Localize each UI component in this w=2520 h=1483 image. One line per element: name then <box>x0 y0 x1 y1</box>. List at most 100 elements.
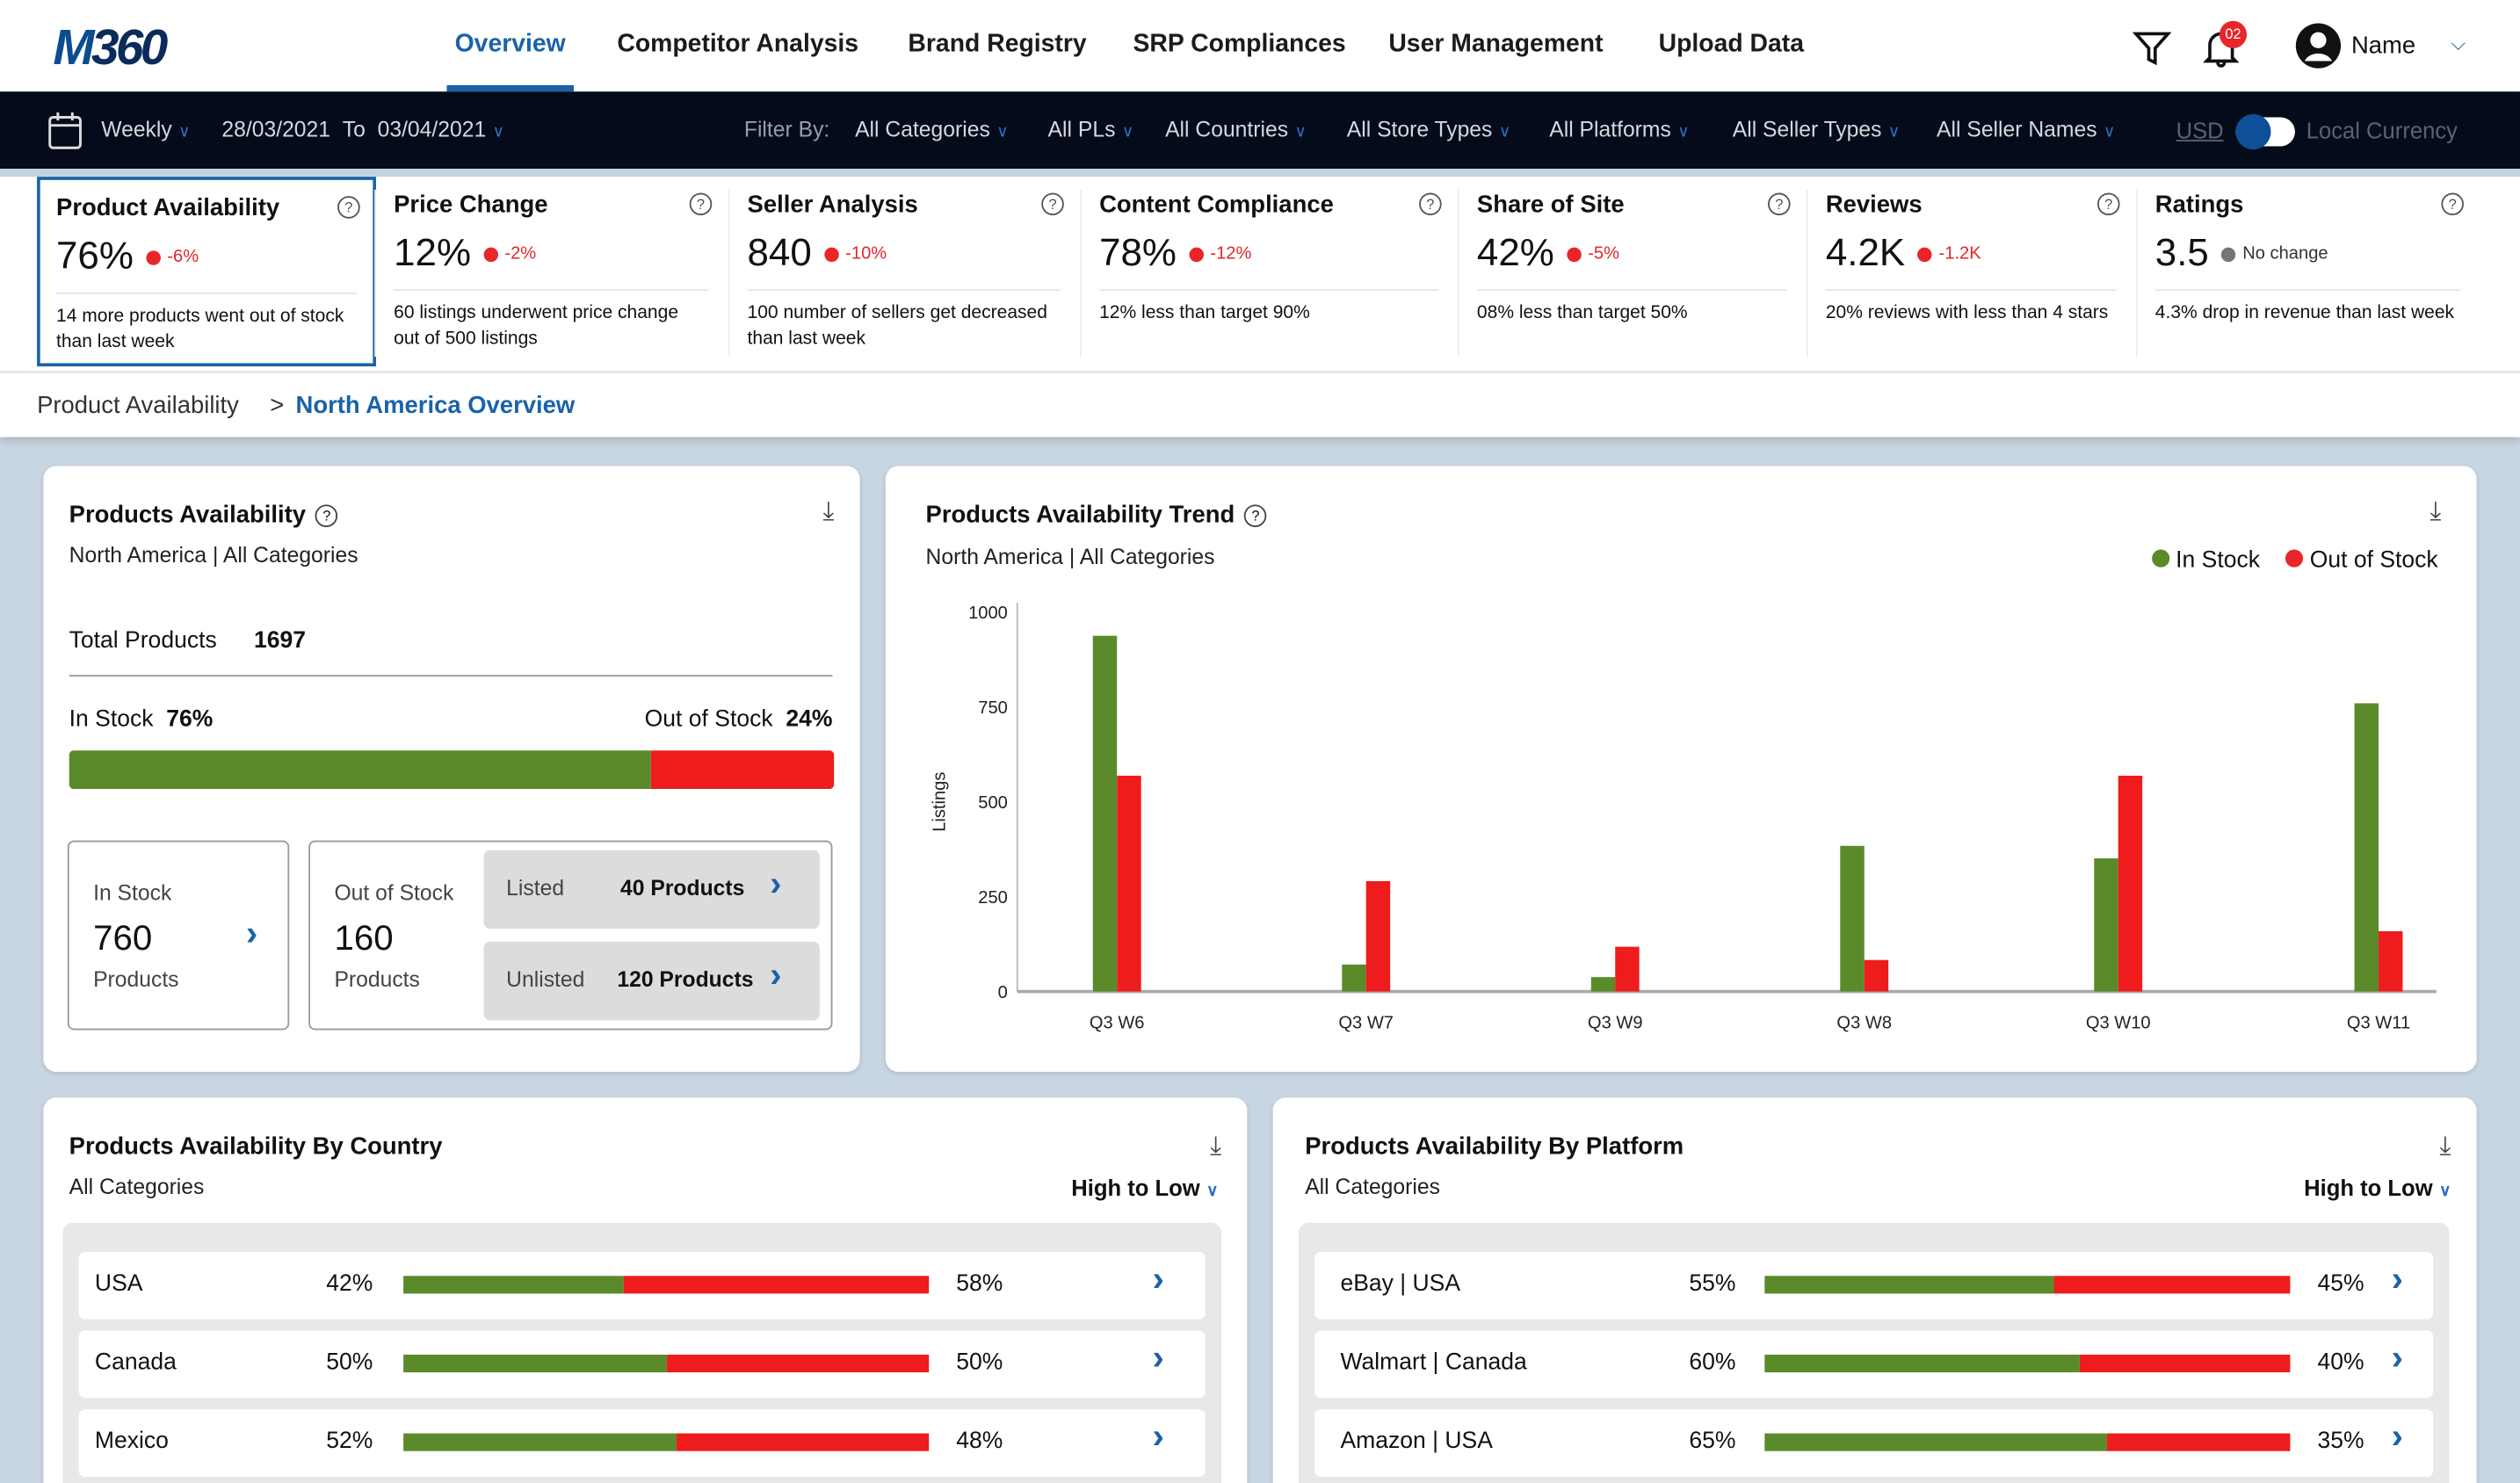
kpi-card-seller-analysis[interactable]: Seller Analysis ? 840 -10% 100 number of… <box>731 177 1076 366</box>
chevron-right-icon[interactable]: › <box>2391 1258 2404 1299</box>
date-from: 28/03/2021 <box>221 117 331 141</box>
filter-countries[interactable]: All Countries ∨ <box>1165 118 1307 141</box>
card-subtitle: North America | All Categories <box>69 543 358 568</box>
filter-icon[interactable] <box>2133 29 2172 68</box>
out-stock-fill <box>2106 1433 2291 1451</box>
availability-by-country-card: Products Availability By Country ⤓ All C… <box>43 1097 1248 1483</box>
help-icon[interactable]: ? <box>1244 504 1267 527</box>
bar-out-of-stock <box>1117 775 1141 992</box>
currency-usd[interactable]: USD <box>2176 117 2224 143</box>
sort-select[interactable]: High to Low ∨ <box>2304 1175 2451 1200</box>
top-header: M360 Overview Competitor Analysis Brand … <box>0 0 2520 92</box>
list-row[interactable]: eBay | USA 55% 45% › <box>1314 1251 2434 1320</box>
divider <box>1099 289 1439 292</box>
out-stock-fill <box>677 1433 930 1451</box>
chevron-down-icon[interactable]: ⌵ <box>2451 32 2466 55</box>
unlisted-label: Unlisted <box>506 967 585 992</box>
filter-label: All Categories <box>855 117 990 141</box>
kpi-card-reviews[interactable]: Reviews ? 4.2K -1.2K 20% reviews with le… <box>1810 177 2133 366</box>
date-range[interactable]: 28/03/2021 To 03/04/2021 ∨ <box>221 118 504 141</box>
currency-local[interactable]: Local Currency <box>2306 117 2458 143</box>
help-icon[interactable]: ? <box>1419 192 1442 216</box>
row-out-pct: 50% <box>956 1349 1003 1376</box>
kpi-delta: -6% <box>146 248 199 267</box>
x-tick-label: Q3 W11 <box>2347 1014 2410 1033</box>
kpi-value: 76% <box>56 235 134 279</box>
user-name[interactable]: Name <box>2350 32 2416 60</box>
list-row[interactable]: Canada 50% 50% › <box>78 1330 1206 1399</box>
kpi-delta: No change <box>2221 244 2328 264</box>
sort-select[interactable]: High to Low ∨ <box>1071 1175 1218 1200</box>
in-stock-fill <box>69 750 651 790</box>
help-icon[interactable]: ? <box>689 192 713 216</box>
list-row[interactable]: Amazon | USA 65% 35% › <box>1314 1409 2434 1477</box>
chevron-right-icon[interactable]: › <box>1152 1336 1164 1378</box>
in-stock-box-label: In Stock <box>93 880 172 905</box>
trend-bar-chart: 0 250 500 750 1000 Listings Q3 W6 Q3 W7 Q3 W9 Q3 … <box>930 602 2437 1033</box>
avatar-icon[interactable] <box>2295 23 2342 69</box>
tab-competitor-analysis[interactable]: Competitor Analysis <box>617 30 859 58</box>
help-icon[interactable]: ? <box>337 196 360 219</box>
download-icon[interactable]: ⤓ <box>1210 1132 1222 1161</box>
in-stock-fill <box>1764 1354 2081 1373</box>
chevron-down-icon: ∨ <box>996 123 1009 141</box>
kpi-card-content-compliance[interactable]: Content Compliance ? 78% -12% 12% less t… <box>1083 177 1455 366</box>
m360-logo[interactable]: M360 <box>53 18 168 76</box>
filter-platforms[interactable]: All Platforms ∨ <box>1549 118 1689 141</box>
row-bar <box>1764 1354 2291 1373</box>
help-icon[interactable]: ? <box>315 504 338 527</box>
tab-upload-data[interactable]: Upload Data <box>1658 30 1805 58</box>
kpi-card-product-availability[interactable]: Product Availability ? 76% -6% 14 more p… <box>37 177 377 367</box>
filter-seller-names[interactable]: All Seller Names ∨ <box>1937 118 2115 141</box>
download-icon[interactable]: ⤓ <box>822 498 835 526</box>
products-availability-card: Products Availability? ⤓ North America |… <box>43 466 860 1072</box>
currency-toggle-knob[interactable] <box>2235 113 2271 150</box>
bar-in-stock <box>1342 964 1366 992</box>
divider <box>0 169 2520 177</box>
kpi-value: 42% <box>1476 231 1554 275</box>
list-row[interactable]: Mexico 52% 48% › <box>78 1409 1206 1477</box>
chevron-right-icon[interactable]: › <box>2391 1336 2404 1378</box>
row-name: eBay | USA <box>1340 1270 1461 1298</box>
status-dot <box>1567 246 1582 262</box>
tab-brand-registry[interactable]: Brand Registry <box>908 30 1087 58</box>
list-row[interactable]: Walmart | Canada 60% 40% › <box>1314 1330 2434 1399</box>
chevron-right-icon[interactable]: › <box>2391 1415 2404 1457</box>
y-axis-label: Listings <box>930 772 949 832</box>
filter-categories[interactable]: All Categories ∨ <box>855 118 1008 141</box>
in-stock-box[interactable]: In Stock 760 Products › <box>67 840 290 1031</box>
help-icon[interactable]: ? <box>2096 192 2120 216</box>
tab-srp-compliances[interactable]: SRP Compliances <box>1133 30 1346 58</box>
filter-store-types[interactable]: All Store Types ∨ <box>1347 118 1510 141</box>
chevron-right-icon[interactable]: › <box>770 954 782 995</box>
bar-out-of-stock <box>1615 946 1640 992</box>
list-row[interactable]: USA 42% 58% › <box>78 1251 1206 1320</box>
period-select[interactable]: Weekly ∨ <box>101 118 190 141</box>
sort-value: High to Low <box>1071 1175 1200 1201</box>
divider <box>56 292 358 294</box>
download-icon[interactable]: ⤓ <box>2439 1132 2451 1161</box>
kpi-card-price-change[interactable]: Price Change ? 12% -2% 60 listings under… <box>378 177 725 366</box>
download-icon[interactable]: ⤓ <box>2429 498 2442 526</box>
filter-label: All Platforms <box>1549 117 1671 141</box>
help-icon[interactable]: ? <box>1041 192 1064 216</box>
chevron-right-icon[interactable]: › <box>1152 1415 1164 1457</box>
help-icon[interactable]: ? <box>1767 192 1791 216</box>
kpi-title: Content Compliance <box>1099 191 1334 219</box>
listed-button[interactable]: Listed 40 Products › <box>483 850 820 930</box>
help-icon[interactable]: ? <box>2441 192 2464 216</box>
chevron-right-icon[interactable]: › <box>770 863 782 903</box>
kpi-card-share-of-site[interactable]: Share of Site ? 42% -5% 08% less than ta… <box>1461 177 1804 366</box>
calendar-icon[interactable] <box>48 112 82 149</box>
chevron-right-icon[interactable]: › <box>1152 1258 1164 1299</box>
row-in-pct: 52% <box>326 1429 373 1455</box>
filter-seller-types[interactable]: All Seller Types ∨ <box>1733 118 1900 141</box>
unlisted-button[interactable]: Unlisted 120 Products › <box>483 941 820 1021</box>
breadcrumb-parent[interactable]: Product Availability <box>37 392 239 420</box>
tab-user-management[interactable]: User Management <box>1388 30 1604 58</box>
tab-overview[interactable]: Overview <box>454 30 566 58</box>
y-tick-label: 250 <box>978 888 1008 908</box>
filter-pls[interactable]: All PLs ∨ <box>1048 118 1134 141</box>
kpi-card-ratings[interactable]: Ratings ? 3.5 No change 4.3% drop in rev… <box>2140 177 2477 366</box>
chevron-right-icon[interactable]: › <box>245 912 258 953</box>
